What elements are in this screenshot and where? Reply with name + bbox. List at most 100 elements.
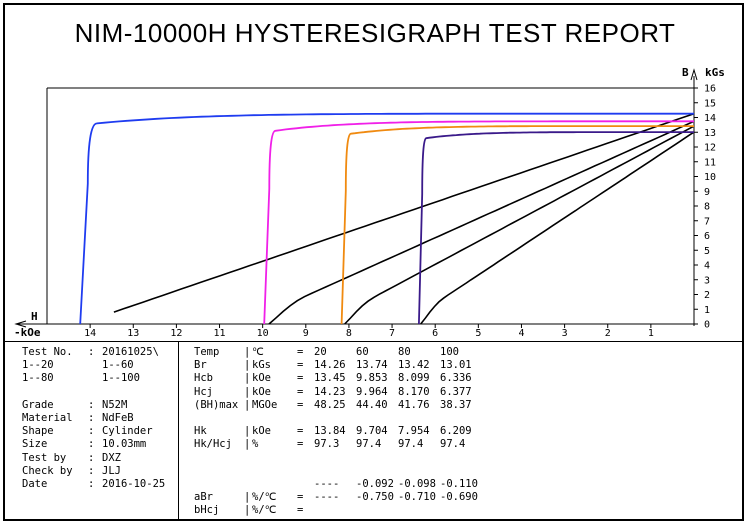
x-axis-label-unit: -kOe (14, 326, 41, 339)
property-v-0: ---- (314, 491, 340, 504)
property-sep: | (244, 385, 251, 398)
property-name: Hcj (194, 385, 213, 398)
x-tick-label: 5 (475, 328, 481, 339)
property-eq: = (297, 491, 304, 504)
demag-curve-line (418, 131, 694, 325)
property-v-2: 97.4 (398, 438, 424, 451)
property-name: Hk (194, 425, 207, 438)
info-sep: : (88, 411, 95, 424)
property-v-2: -0.098 (398, 477, 436, 490)
property-name: Hcb (194, 372, 213, 385)
info-value: N52M (102, 398, 128, 411)
info-value: DXZ (102, 451, 121, 464)
info-label: 1--80 (22, 372, 54, 385)
property-eq: = (297, 425, 304, 438)
x-tick-label: 10 (257, 328, 269, 339)
property-unit: % (252, 438, 259, 451)
property-v-0: 20 (314, 346, 327, 358)
demag-curve-line (79, 112, 694, 325)
property-v-3: 13.01 (440, 359, 472, 372)
demag-curve-line (263, 120, 694, 325)
property-v-0: 13.84 (314, 425, 346, 438)
property-eq: = (297, 504, 304, 517)
property-v-1: 97.4 (356, 438, 382, 451)
property-v-0: 48.25 (314, 398, 346, 411)
property-name: Temp (194, 346, 220, 358)
property-unit: MGOe (252, 398, 278, 411)
y-tick-label: 4 (704, 261, 710, 272)
y-tick-label: 0 (704, 320, 710, 331)
property-v-0: 14.23 (314, 385, 346, 398)
property-name: Br (194, 359, 207, 372)
property-v-0: 97.3 (314, 438, 340, 451)
x-tick-label: 11 (214, 328, 226, 339)
info-label: Test No. (22, 346, 73, 358)
y-tick-label: 5 (704, 246, 710, 257)
y-tick-label: 16 (704, 84, 716, 95)
info-sep: : (88, 451, 95, 464)
property-v-3: -0.110 (440, 477, 478, 490)
x-axis-arrow (14, 320, 27, 328)
x-tick-label: 7 (389, 328, 395, 339)
y-tick-label: 8 (704, 202, 710, 213)
property-v-2: 7.954 (398, 425, 430, 438)
x-tick-label: 9 (303, 328, 309, 339)
property-v-1: 9.704 (356, 425, 388, 438)
info-value: 1--60 (102, 359, 134, 372)
x-tick-label: 12 (170, 328, 182, 339)
info-label: Shape (22, 425, 54, 438)
y-axis-arrow (690, 68, 698, 81)
property-name: (BH)max (194, 398, 239, 411)
y-tick-label: 14 (704, 113, 716, 124)
y-tick-label: 2 (704, 290, 710, 301)
property-v-3: -0.690 (440, 491, 478, 504)
y-tick-label: 11 (704, 157, 716, 168)
info-label: Date (22, 477, 48, 490)
y-tick-label: 13 (704, 128, 716, 139)
property-unit: kOe (252, 372, 271, 385)
info-label: Grade (22, 398, 54, 411)
y-axis-label-unit: kGs (705, 66, 725, 79)
x-tick-label: 2 (605, 328, 611, 339)
x-tick-label: 14 (84, 328, 96, 339)
report-title: NIM-10000H HYSTERESIGRAPH TEST REPORT (74, 18, 676, 48)
property-v-1: 44.40 (356, 398, 388, 411)
property-eq: = (297, 372, 304, 385)
normal-curve-line (344, 125, 695, 325)
info-label: 1--20 (22, 359, 54, 372)
info-value: 2016-10-25 (102, 477, 166, 490)
property-v-3: 6.209 (440, 425, 472, 438)
info-value: 20161025\ (102, 346, 159, 358)
normal-curve-line (268, 120, 695, 325)
x-axis-label-h: H (31, 310, 38, 323)
property-unit: ℃ (252, 346, 264, 358)
property-v-3: 97.4 (440, 438, 466, 451)
info-value: Cylinder (102, 425, 153, 438)
info-sep: : (88, 425, 95, 438)
property-v-1: 60 (356, 346, 369, 358)
y-tick-label: 6 (704, 231, 710, 242)
property-name: aBr (194, 491, 213, 504)
info-sep: : (88, 464, 95, 477)
property-sep: | (244, 372, 251, 385)
property-v-1: -0.092 (356, 477, 394, 490)
property-v-1: 13.74 (356, 359, 388, 372)
property-eq: = (297, 385, 304, 398)
property-sep: | (244, 398, 251, 411)
info-value: NdFeB (102, 411, 134, 424)
property-sep: | (244, 491, 251, 504)
x-tick-label: 1 (648, 328, 654, 339)
property-sep: | (244, 346, 251, 358)
y-axis-label-b: B (682, 66, 689, 79)
property-v-1: -0.750 (356, 491, 394, 504)
info-label: Check by (22, 464, 73, 477)
info-label: Material (22, 411, 73, 424)
property-unit: %/℃ (252, 504, 277, 517)
property-sep: | (244, 504, 251, 517)
property-unit: %/℃ (252, 491, 277, 504)
property-name: bHcj (194, 504, 220, 517)
normal-curve-line (420, 131, 695, 325)
property-eq: = (297, 359, 304, 372)
demag-curve-line (340, 125, 694, 325)
